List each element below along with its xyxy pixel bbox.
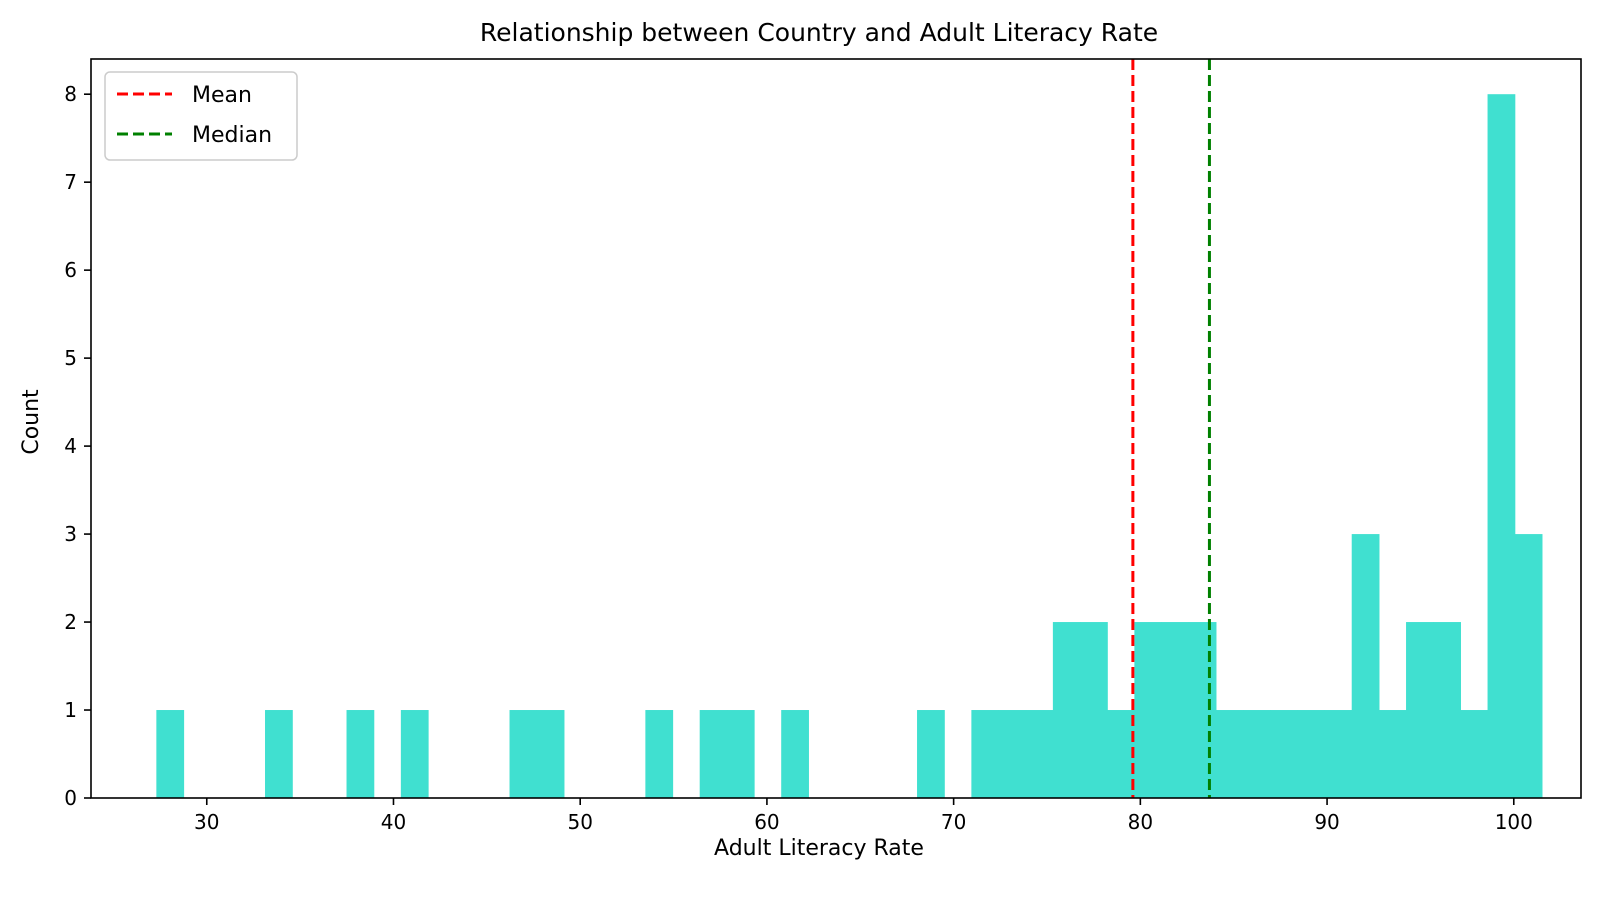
- reference-lines: [1131, 59, 1211, 798]
- histogram-bar: [265, 710, 293, 798]
- histogram-bar: [536, 710, 565, 798]
- histogram-bar: [1297, 710, 1326, 798]
- histogram-bar: [1134, 622, 1163, 798]
- histogram-bar: [781, 710, 809, 798]
- plot-frame: [90, 58, 1582, 799]
- histogram-bar: [1324, 710, 1353, 798]
- legend-label: Median: [192, 123, 272, 148]
- histogram-bar: [1025, 710, 1054, 798]
- histogram-bar: [1351, 534, 1380, 798]
- histogram-bar: [645, 710, 674, 798]
- x-tick-label: 30: [194, 810, 219, 834]
- histogram-bar: [971, 710, 1000, 798]
- y-axis-ticks: 0 1 2 3 4 5 6 7 8: [64, 82, 91, 810]
- histogram-bar: [1161, 622, 1190, 798]
- y-tick-label: 1: [64, 698, 77, 722]
- histogram-bar: [1406, 622, 1434, 798]
- x-axis-ticks: 30 40 50 60 70 80 90 100: [194, 798, 1533, 834]
- histogram-bar: [1107, 710, 1135, 798]
- histogram-bar: [917, 710, 945, 798]
- legend: Mean Median: [104, 71, 298, 161]
- x-tick-label: 40: [381, 810, 406, 834]
- histogram-bar: [1270, 710, 1298, 798]
- histogram-bar: [1378, 710, 1407, 798]
- y-tick-label: 0: [64, 786, 77, 810]
- x-tick-label: 60: [754, 810, 779, 834]
- y-tick-label: 2: [64, 610, 77, 634]
- histogram-bar: [1215, 710, 1244, 798]
- histogram-bar: [998, 710, 1027, 798]
- histogram-bar: [1243, 710, 1271, 798]
- histogram-bar: [1514, 534, 1543, 798]
- histogram-bar: [1460, 710, 1489, 798]
- histogram-bar: [726, 710, 755, 798]
- bars-layer: [156, 94, 1543, 798]
- y-axis-title: Count: [19, 389, 44, 455]
- x-axis-title: Adult Literacy Rate: [714, 836, 924, 861]
- y-tick-label: 5: [64, 346, 77, 370]
- y-tick-label: 7: [64, 170, 77, 194]
- y-tick-label: 8: [64, 82, 77, 106]
- y-tick-label: 4: [64, 434, 77, 458]
- x-tick-label: 50: [567, 810, 592, 834]
- histogram-bar: [1080, 622, 1108, 798]
- histogram-bar: [1487, 94, 1516, 798]
- histogram-bar: [346, 710, 375, 798]
- x-tick-label: 70: [941, 810, 966, 834]
- histogram-bar: [509, 710, 538, 798]
- histogram-bar: [699, 710, 728, 798]
- chart-title: Relationship between Country and Adult L…: [480, 18, 1158, 47]
- x-tick-label: 100: [1495, 810, 1533, 834]
- histogram-bar: [400, 710, 429, 798]
- histogram-bar: [156, 710, 185, 798]
- histogram-bar: [1433, 622, 1461, 798]
- y-tick-label: 3: [64, 522, 77, 546]
- histogram-bar: [1052, 622, 1081, 798]
- y-tick-label: 6: [64, 258, 77, 282]
- x-tick-label: 80: [1128, 810, 1153, 834]
- legend-label: Mean: [192, 83, 252, 108]
- histogram-bar: [1188, 622, 1217, 798]
- x-tick-label: 90: [1314, 810, 1339, 834]
